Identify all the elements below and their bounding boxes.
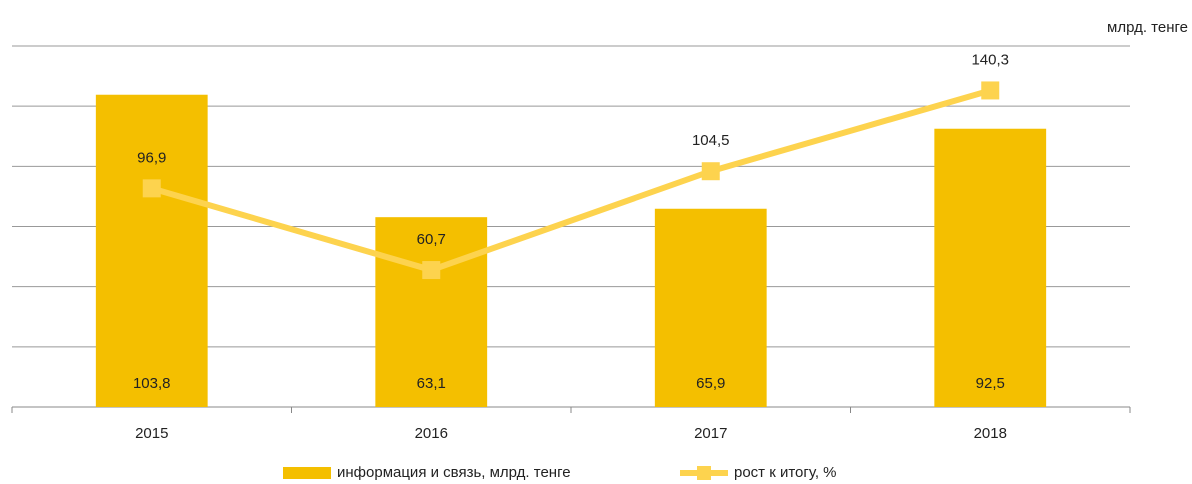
line-marker [422,261,441,280]
line-value-label: 60,7 [417,231,446,248]
bar-value-label: 63,1 [417,375,446,392]
line-marker [981,81,1000,100]
x-tick-label: 2017 [694,425,727,442]
bar-value-label: 92,5 [976,375,1005,392]
bar [375,217,488,407]
line-marker [701,162,720,181]
legend-label: информация и связь, млрд. тенге [337,464,571,481]
bar [95,94,208,408]
bar [654,208,767,407]
line-marker [142,179,161,198]
line-value-label: 140,3 [971,51,1009,68]
x-tick-label: 2016 [415,425,448,442]
line-value-label: 104,5 [692,132,730,149]
legend-swatch-marker [697,466,711,480]
line [150,87,992,274]
x-tick-label: 2015 [135,425,168,442]
axis-unit: млрд. тенге [1107,19,1188,36]
x-tick-label: 2018 [974,425,1007,442]
bar-value-label: 103,8 [133,375,171,392]
legend-label: рост к итогу, % [734,464,837,481]
legend-swatch [283,467,331,479]
line-value-label: 96,9 [137,149,166,166]
bar-value-label: 65,9 [696,375,725,392]
bar [934,128,1047,407]
